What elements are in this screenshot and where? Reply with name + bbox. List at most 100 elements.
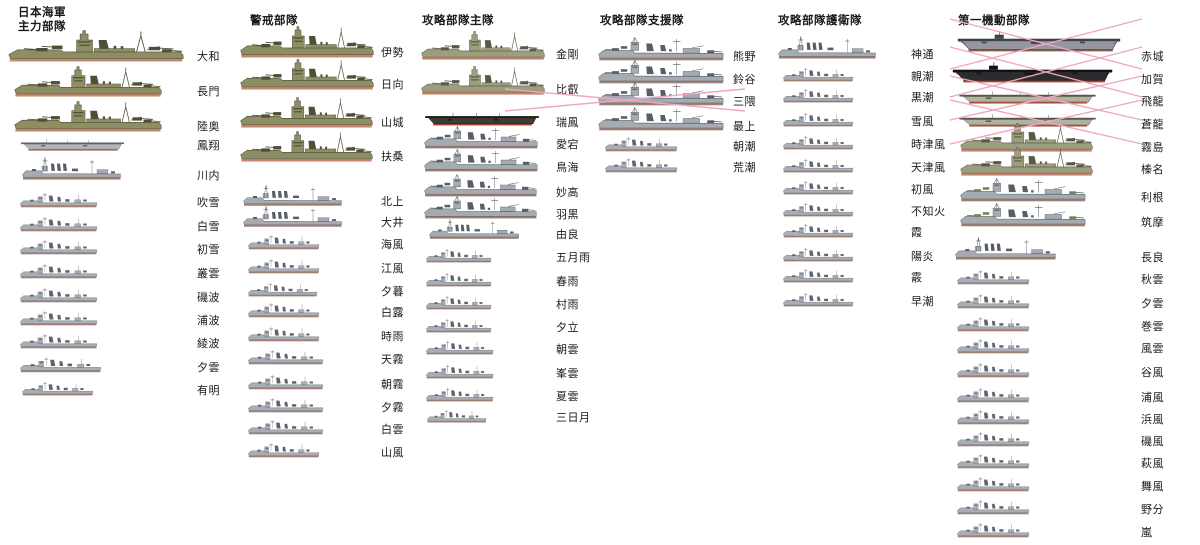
ship-name-label: 叢雲 bbox=[197, 267, 220, 280]
ship-silhouette-destroyer bbox=[783, 247, 854, 263]
ship-name-label: 不知火 bbox=[911, 205, 946, 218]
ship-silhouette-battleship bbox=[421, 30, 545, 61]
column-header-invasion-main-body: 攻略部隊主隊 bbox=[422, 13, 494, 27]
ship-name-label: 綾波 bbox=[197, 337, 220, 350]
ship-silhouette-destroyer bbox=[248, 349, 324, 366]
ship-name-label: 江風 bbox=[381, 262, 404, 275]
ship-silhouette-destroyer bbox=[783, 268, 854, 284]
ship-silhouette-destroyer bbox=[248, 234, 320, 251]
ship-name-label: 荒潮 bbox=[733, 161, 756, 174]
ship-silhouette-destroyer bbox=[426, 364, 494, 380]
ship-silhouette-heavy-cruiser bbox=[424, 196, 538, 221]
ship-name-label: 筑摩 bbox=[1141, 216, 1164, 229]
ship-silhouette-destroyer bbox=[957, 338, 1030, 355]
ship-silhouette-destroyer bbox=[783, 180, 854, 196]
ship-name-label: 大井 bbox=[381, 216, 404, 229]
ship-name-label: 霰 bbox=[911, 271, 923, 284]
ship-name-label: 大和 bbox=[197, 50, 220, 63]
ship-name-label: 蒼龍 bbox=[1141, 118, 1164, 131]
ship-silhouette-destroyer bbox=[248, 374, 324, 391]
ship-name-label: 飛龍 bbox=[1141, 95, 1164, 108]
ship-name-label: 妙高 bbox=[556, 186, 579, 199]
column-header-line: 攻略部隊支援隊 bbox=[600, 13, 684, 27]
ship-name-label: 長良 bbox=[1141, 251, 1164, 264]
ship-name-label: 夕霧 bbox=[381, 401, 404, 414]
ship-silhouette-light-cruiser bbox=[22, 156, 122, 182]
column-header-first-mobile-force: 第一機動部隊 bbox=[958, 13, 1030, 27]
ship-silhouette-destroyer bbox=[957, 316, 1030, 333]
ship-silhouette-light-cruiser bbox=[778, 35, 877, 61]
ship-name-label: 夕雲 bbox=[197, 361, 220, 374]
ship-name-label: 浜風 bbox=[1141, 413, 1164, 426]
ship-name-label: 夕立 bbox=[556, 321, 579, 334]
ship-name-label: 神通 bbox=[911, 48, 934, 61]
ship-name-label: 陽炎 bbox=[911, 250, 934, 263]
ship-silhouette-heavy-cruiser bbox=[960, 178, 1087, 204]
ship-name-label: 時津風 bbox=[911, 138, 946, 151]
ship-silhouette-heavy-cruiser bbox=[598, 107, 725, 133]
ship-silhouette-battleship bbox=[240, 130, 373, 163]
ship-silhouette-destroyer bbox=[248, 442, 320, 459]
ship-name-label: 谷風 bbox=[1141, 366, 1164, 379]
column-header-line: 攻略部隊主隊 bbox=[422, 13, 494, 27]
ship-name-label: 浦風 bbox=[1141, 391, 1164, 404]
ship-silhouette-destroyer bbox=[426, 248, 492, 264]
ship-name-label: 朝霧 bbox=[381, 378, 404, 391]
ship-name-label: 黒潮 bbox=[911, 91, 934, 104]
column-header-line: 警戒部隊 bbox=[250, 13, 298, 27]
ship-silhouette-heavy-cruiser bbox=[960, 203, 1087, 229]
ship-name-label: 野分 bbox=[1141, 503, 1164, 516]
ship-silhouette-battleship bbox=[421, 65, 545, 96]
ship-silhouette-destroyer bbox=[426, 318, 492, 334]
ship-name-label: 浦波 bbox=[197, 314, 220, 327]
ship-silhouette-destroyer bbox=[783, 158, 854, 174]
ship-silhouette-destroyer bbox=[783, 223, 854, 239]
ship-silhouette-carrier-large bbox=[957, 31, 1121, 53]
ship-name-label: 峯雲 bbox=[556, 367, 579, 380]
ship-silhouette-destroyer bbox=[248, 397, 324, 414]
ship-silhouette-destroyer bbox=[957, 431, 1030, 448]
ship-silhouette-battleship bbox=[14, 100, 162, 133]
ship-name-label: 時雨 bbox=[381, 330, 404, 343]
column-header-main-force: 日本海軍 主力部隊 bbox=[18, 5, 66, 33]
ship-name-label: 最上 bbox=[733, 120, 756, 133]
ship-name-label: 熊野 bbox=[733, 50, 756, 63]
ship-silhouette-destroyer bbox=[426, 387, 494, 403]
ship-name-label: 長門 bbox=[197, 85, 220, 98]
ship-name-label: 鳳翔 bbox=[197, 139, 220, 152]
ship-silhouette-battleship bbox=[240, 25, 374, 59]
column-header-screening-force: 警戒部隊 bbox=[250, 13, 298, 27]
ship-silhouette-destroyer bbox=[957, 269, 1030, 286]
ship-silhouette-destroyer bbox=[957, 387, 1030, 404]
ship-silhouette-light-cruiser bbox=[429, 218, 520, 241]
ship-silhouette-destroyer bbox=[20, 216, 98, 233]
ship-name-label: 舞風 bbox=[1141, 480, 1164, 493]
ship-silhouette-destroyer bbox=[957, 453, 1030, 470]
column-header-invasion-support-group: 攻略部隊支援隊 bbox=[600, 13, 684, 27]
ship-name-label: 磯風 bbox=[1141, 435, 1164, 448]
ship-name-label: 海風 bbox=[381, 238, 404, 251]
ship-silhouette-destroyer bbox=[426, 272, 492, 288]
ship-silhouette-destroyer bbox=[783, 135, 854, 151]
ship-silhouette-heavy-cruiser bbox=[424, 174, 538, 199]
ship-silhouette-heavy-cruiser bbox=[598, 82, 725, 108]
ship-silhouette-battleship bbox=[960, 146, 1093, 177]
ship-silhouette-destroyer bbox=[605, 136, 678, 153]
ship-name-label: 秋雲 bbox=[1141, 273, 1164, 286]
ship-name-label: 夏雲 bbox=[556, 390, 579, 403]
ship-silhouette-heavy-cruiser bbox=[424, 149, 539, 174]
ship-silhouette-destroyer bbox=[957, 293, 1030, 310]
ship-silhouette-battleship bbox=[240, 58, 374, 91]
ship-silhouette-destroyer bbox=[957, 499, 1030, 516]
ship-silhouette-destroyer bbox=[20, 310, 98, 327]
ship-silhouette-destroyer bbox=[783, 202, 854, 218]
ship-silhouette-light-cruiser bbox=[243, 184, 343, 208]
ship-name-label: 朝雲 bbox=[556, 343, 579, 356]
ship-silhouette-destroyer bbox=[20, 333, 98, 350]
ship-name-label: 陸奥 bbox=[197, 120, 220, 133]
ship-name-label: 白雪 bbox=[197, 220, 220, 233]
ship-name-label: 風雲 bbox=[1141, 342, 1164, 355]
ship-name-label: 愛宕 bbox=[556, 138, 579, 151]
ship-silhouette-destroyer bbox=[783, 112, 854, 128]
